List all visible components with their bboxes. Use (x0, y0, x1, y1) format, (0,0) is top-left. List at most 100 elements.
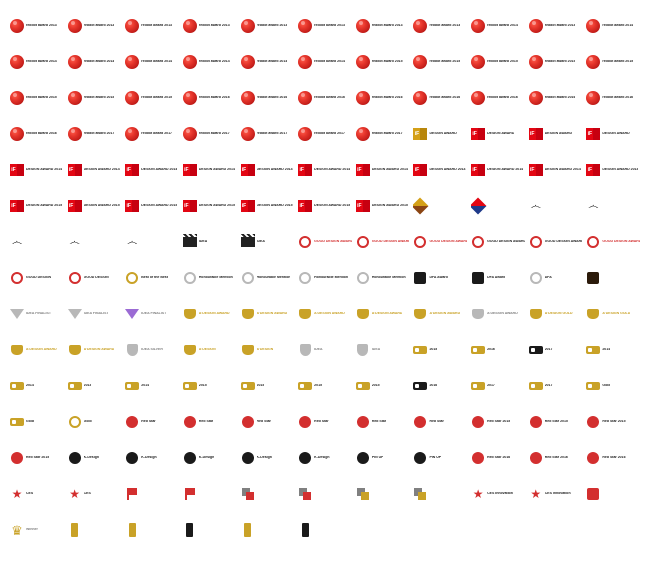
award-badge: 2017 (529, 334, 583, 366)
award-badge: reddot award 2013 (298, 10, 352, 42)
award-label: reddot award 2014 (487, 24, 518, 28)
circle-outline-icon (10, 271, 24, 285)
award-label: DESIGN AWARD 2015 (199, 204, 235, 208)
award-badge: iFDESIGN AWARD 2014 (529, 154, 583, 186)
reddot-sphere-icon (10, 19, 24, 33)
crest-icon (356, 307, 370, 321)
crest-icon (10, 343, 24, 357)
circle-outline-icon (586, 235, 600, 249)
award-badge: Red Star (183, 406, 237, 438)
reddot-sphere-icon (413, 91, 427, 105)
award-label: GOOD DESIGN (84, 276, 109, 280)
award-label: K-Design (84, 456, 99, 460)
award-badge: Honourable Mention (356, 262, 410, 294)
award-badge: reddot award 2014 (10, 46, 64, 78)
pill-badge-icon (68, 379, 82, 393)
award-badge: ෴ (125, 226, 179, 258)
award-label: CES (26, 492, 33, 496)
award-label: PIN UP (372, 456, 384, 460)
star-icon: ★ (529, 487, 543, 501)
award-badge: ★CES Innovation (529, 478, 583, 510)
award-label: 2015 (429, 348, 437, 352)
award-badge: ෴ (68, 226, 122, 258)
clapperboard-icon (183, 235, 197, 249)
circle-outline-icon (356, 271, 370, 285)
award-badge: reddot award 2014 (471, 10, 525, 42)
award-badge: iFDESIGN AWARD 2015 (68, 190, 122, 222)
award-badge: GOOD DESIGN AWARD 2015 (471, 226, 525, 258)
reddot-sphere-icon (183, 91, 197, 105)
award-badge: IDEA FINALIST (125, 298, 179, 330)
award-label: DESIGN AWARD 2014 (26, 168, 62, 172)
award-badge: reddot award 2016 (356, 82, 410, 114)
if-badge-icon: iF (125, 163, 139, 177)
circle-solid-icon (241, 451, 255, 465)
award-badge: reddot award 2015 (413, 46, 467, 78)
award-label: Red Star (429, 420, 443, 424)
dual-square-icon (356, 487, 370, 501)
award-label: DFA Award (487, 276, 505, 280)
award-badge: reddot award 2015 (356, 46, 410, 78)
award-badge: iFDESIGN AWARD (413, 118, 467, 150)
award-badge: A'DESIGN GOLD (586, 298, 640, 330)
crest-icon (529, 307, 543, 321)
award-label: reddot award 2015 (141, 96, 172, 100)
award-label: DESIGN AWARD 2015 (314, 204, 350, 208)
award-label: reddot award 2016 (257, 96, 288, 100)
circle-solid-icon (183, 415, 197, 429)
award-badge: iFDESIGN AWARD 2014 (241, 154, 295, 186)
crest-icon (471, 307, 485, 321)
circle-outline-icon (471, 235, 485, 249)
award-badge: reddot award 2013 (183, 10, 237, 42)
award-label: GOOD DESIGN AWARD 2016 (602, 240, 640, 244)
award-badge: reddot award 2013 (413, 10, 467, 42)
award-badge: A'DESIGN (183, 334, 237, 366)
pill-badge-icon (241, 379, 255, 393)
award-badge (125, 514, 179, 546)
award-badge: iFDESIGN AWARD 2014 (68, 154, 122, 186)
award-label: Red Star 2015 (26, 456, 49, 460)
award-badge: CDA (586, 478, 640, 510)
award-badge: GOOD DESIGN AWARD 2015 (529, 226, 583, 258)
award-badge: iFDESIGN AWARD 2014 (586, 154, 640, 186)
award-label: reddot award 2013 (26, 24, 57, 28)
award-label: IDEA SILVER (141, 348, 163, 352)
reddot-sphere-icon (471, 55, 485, 69)
award-label: DESIGN AWARD 2014 (602, 168, 638, 172)
circle-solid-icon (586, 451, 600, 465)
award-label: reddot award 2014 (545, 24, 576, 28)
crest-icon (241, 343, 255, 357)
if-badge-icon: iF (529, 127, 543, 141)
award-label: Red Star (141, 420, 155, 424)
crown-icon: ♛ (10, 523, 24, 537)
circle-solid-icon (471, 415, 485, 429)
reddot-sphere-icon (125, 127, 139, 141)
shield-icon (125, 343, 139, 357)
dual-square-icon (298, 487, 312, 501)
award-label: Red Star 2015 (602, 420, 625, 424)
award-label: DESIGN AWARD (487, 132, 514, 136)
award-badge (413, 478, 467, 510)
square-icon (586, 487, 600, 501)
if-badge-icon: iF (10, 199, 24, 213)
award-label: DESIGN AWARD 2015 (372, 204, 408, 208)
award-label: IDEA (372, 348, 380, 352)
pill-badge-icon (471, 343, 485, 357)
award-badge: iFDESIGN AWARD 2015 (298, 190, 352, 222)
award-label: reddot award 2016 (487, 96, 518, 100)
award-label: DFA (545, 276, 552, 280)
reddot-sphere-icon (529, 55, 543, 69)
cube-icon (413, 199, 427, 213)
award-badge: 2014 (10, 370, 64, 402)
award-label: 2015 (372, 384, 380, 388)
award-badge: DFA Award (413, 262, 467, 294)
pill-badge-icon (586, 343, 600, 357)
circle-outline-icon (125, 271, 139, 285)
circle-solid-icon (413, 451, 427, 465)
circle-solid-icon (125, 451, 139, 465)
award-badge: iFDESIGN AWARD 2015 (241, 190, 295, 222)
circle-solid-icon (356, 451, 370, 465)
award-label: Red Star (199, 420, 213, 424)
award-label: 2017 (545, 384, 553, 388)
award-badge: PIN UP (413, 442, 467, 474)
